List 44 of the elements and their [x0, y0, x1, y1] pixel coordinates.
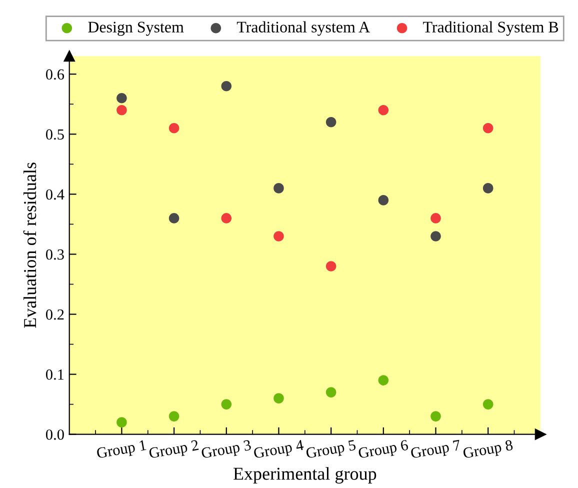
x-tick-label: Group 3: [201, 440, 252, 462]
point: [221, 213, 232, 224]
y-tick-label: 0.6: [46, 69, 64, 80]
x-tick-label: Group 7: [410, 440, 462, 462]
point: [274, 183, 284, 194]
point: [430, 213, 441, 224]
point: [482, 183, 494, 194]
x-axis-title: Experimental group: [233, 467, 376, 484]
y-tick-label: 0.5: [46, 129, 64, 140]
y-tick-label: 0.1: [46, 369, 64, 380]
point: [116, 92, 127, 104]
point: [116, 417, 127, 428]
point: [482, 399, 494, 410]
point: [116, 105, 127, 116]
y-axis-title: Evaluation of residuals: [23, 162, 36, 328]
x-tick-label: Group 2: [148, 440, 200, 462]
point: [274, 393, 284, 404]
legend-label: Design System: [88, 22, 184, 36]
y-tick-label: 0.3: [46, 249, 64, 260]
point: [274, 231, 284, 242]
x-tick-label: Group 4: [253, 440, 305, 462]
point: [378, 105, 389, 116]
point: [168, 213, 180, 224]
x-tick-label: Group 8: [462, 440, 514, 462]
point: [430, 231, 441, 242]
point: [482, 123, 494, 134]
point: [168, 123, 180, 134]
point: [378, 195, 389, 206]
point: [168, 411, 180, 422]
point: [221, 399, 232, 410]
point: [326, 117, 336, 128]
x-tick-label: Group 5: [306, 440, 357, 462]
x-tick-label: Group 6: [358, 440, 410, 462]
point: [326, 387, 336, 398]
y-tick-label: 0.2: [46, 309, 64, 320]
point: [221, 80, 232, 92]
x-tick-label: Group 1: [96, 440, 147, 462]
legend-label: Traditional system A: [236, 21, 370, 36]
point: [430, 411, 441, 422]
point: [378, 375, 389, 386]
y-tick-label: 0.4: [46, 189, 64, 200]
point: [326, 261, 336, 272]
y-tick-label: 0.0: [46, 429, 64, 440]
legend-label: Traditional System B: [423, 21, 558, 36]
